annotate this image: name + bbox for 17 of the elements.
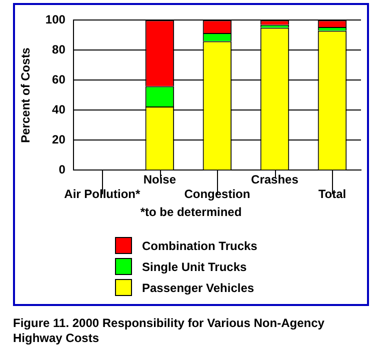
legend-label: Single Unit Trucks (142, 260, 247, 274)
y-tick-label: 40 (52, 102, 66, 117)
y-axis-title: Percent of Costs (18, 47, 33, 143)
x-tick-label: Crashes (251, 172, 299, 187)
y-tick-label: 80 (52, 42, 66, 57)
text: Figure 11. 2000 Responsibility for Various Non-Agency Highway Costs (13, 316, 326, 346)
legend-label: Combination Trucks (142, 238, 258, 252)
y-tick-label: 100 (45, 12, 66, 27)
x-tick-label: Congestion (184, 187, 250, 202)
y-tick-label: 60 (52, 72, 66, 87)
text: *to be determined (139, 205, 243, 219)
y-tick-label: 20 (52, 132, 66, 147)
y-tick-label: 0 (58, 162, 66, 177)
x-tick-label: Noise (143, 172, 176, 187)
legend-label: Passenger Vehicles (142, 280, 254, 294)
x-tick-label: Air Pollution* (64, 187, 141, 202)
x-tick-label: Total (318, 187, 346, 202)
